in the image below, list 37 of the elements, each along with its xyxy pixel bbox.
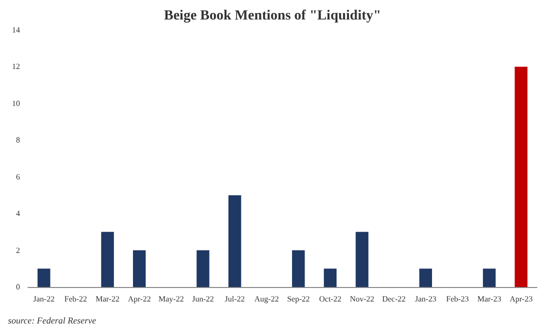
x-tick-label: Mar-23 [477, 294, 502, 304]
bar [292, 250, 305, 287]
x-tick-label: Nov-22 [350, 294, 374, 304]
source-note: source: Federal Reserve [8, 316, 96, 326]
x-tick-label: Mar-22 [96, 294, 120, 304]
bar [101, 232, 114, 287]
bar [132, 250, 146, 287]
x-tick-label: May-22 [158, 294, 184, 304]
bar [228, 195, 242, 287]
y-tick-label: 10 [12, 98, 20, 108]
bar [419, 268, 432, 287]
x-tick-label: Jan-23 [414, 294, 436, 304]
x-tick-label: Dec-22 [382, 294, 406, 304]
x-tick-label: Jul-22 [224, 294, 245, 304]
y-tick-label: 14 [12, 26, 20, 34]
bar [38, 268, 50, 287]
bar [324, 268, 337, 287]
x-tick-label: Jun-22 [192, 294, 214, 304]
x-tick-label: Aug-22 [254, 294, 279, 304]
x-tick-label: Oct-22 [319, 294, 342, 304]
x-tick-label: Feb-22 [64, 294, 88, 304]
x-tick-label: Feb-23 [446, 294, 469, 304]
bar [196, 250, 210, 287]
bar [514, 66, 528, 287]
bar [482, 268, 496, 287]
y-tick-label: 4 [16, 209, 20, 218]
x-tick-label: Sep-22 [287, 294, 310, 304]
bar [356, 232, 368, 287]
y-tick-label: 8 [16, 136, 20, 145]
x-tick-label: Apr-23 [510, 294, 533, 304]
x-tick-label: Jan-22 [33, 294, 55, 304]
y-tick-label: 12 [12, 62, 20, 72]
y-tick-label: 0 [16, 282, 20, 292]
chart-title: Beige Book Mentions of "Liquidity" [164, 8, 382, 24]
y-tick-label: 2 [16, 246, 20, 255]
x-tick-label: Apr-22 [128, 294, 151, 304]
y-tick-label: 6 [16, 172, 20, 182]
